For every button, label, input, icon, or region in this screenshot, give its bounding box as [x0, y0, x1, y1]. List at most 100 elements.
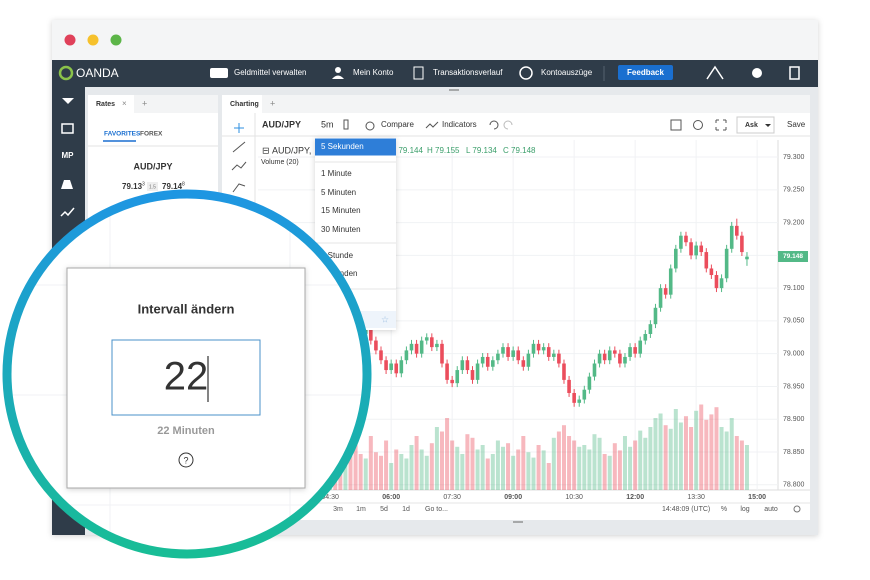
interval[interactable]: 5m — [321, 119, 334, 129]
logo-icon — [58, 65, 74, 81]
feedback-button[interactable] — [618, 65, 673, 80]
ask[interactable]: 79.14 — [162, 182, 183, 191]
x-tick-label: 15:00 — [748, 494, 766, 501]
close-dot[interactable] — [64, 34, 76, 46]
candle-body — [623, 356, 627, 364]
volume-bar — [470, 437, 475, 490]
tool[interactable] — [231, 161, 247, 171]
icon[interactable] — [706, 65, 724, 80]
volume-bar — [658, 413, 663, 490]
volume-bar — [683, 416, 688, 490]
collapse-icon[interactable]: ⊟ — [262, 145, 270, 155]
feedback-label[interactable]: Feedback — [627, 68, 664, 77]
input-value[interactable]: 22 — [164, 355, 209, 399]
bid[interactable]: 79.13 — [122, 182, 143, 191]
scale-button[interactable]: log — [740, 506, 749, 513]
candle-icon[interactable] — [343, 119, 349, 130]
star[interactable]: ☆ — [381, 314, 389, 324]
candle-body — [424, 337, 429, 341]
range-button[interactable]: 1d — [402, 506, 410, 513]
rates-tab[interactable]: FAVORITES — [104, 131, 141, 138]
scale-button[interactable]: % — [721, 506, 727, 513]
menu-item[interactable]: 5 Minuten — [321, 188, 356, 197]
settings[interactable] — [693, 120, 703, 130]
undo[interactable] — [489, 120, 499, 130]
spread: 1.5 — [149, 184, 156, 190]
range-button[interactable]: 5d — [380, 506, 388, 513]
candle-body — [694, 245, 698, 256]
tool[interactable] — [232, 141, 246, 153]
price-type-select[interactable] — [736, 116, 775, 134]
candle-body — [745, 256, 749, 260]
x-tick-label: 07:30 — [443, 494, 461, 501]
tool[interactable] — [234, 123, 244, 133]
candle-body — [684, 235, 688, 243]
nav-item[interactable]: Mein Konto — [353, 68, 394, 77]
save[interactable]: Save — [787, 120, 806, 129]
tab-label[interactable]: Charting — [230, 101, 259, 108]
candle-body — [546, 347, 551, 357]
volume-bar — [445, 418, 450, 490]
candle-body — [445, 363, 449, 380]
sidebar-icon[interactable] — [60, 207, 75, 217]
tab[interactable] — [88, 95, 134, 113]
sidebar-icon[interactable] — [61, 180, 73, 189]
tab[interactable] — [222, 95, 262, 113]
sidebar-icon[interactable] — [61, 123, 74, 134]
volume-bar — [434, 427, 439, 490]
candle-body — [587, 376, 592, 390]
indicators[interactable]: Indicators — [442, 120, 477, 129]
tool[interactable] — [232, 183, 246, 193]
close-icon[interactable]: × — [122, 99, 127, 108]
volume-bar — [663, 425, 668, 490]
nav-item[interactable]: Geldmittel verwalten — [234, 68, 306, 77]
y-tick-label: 78.800 — [783, 482, 805, 489]
menu-item[interactable]: 15 Minuten — [321, 206, 361, 215]
brand[interactable]: OANDA — [76, 66, 119, 80]
volume-bar — [653, 418, 658, 490]
symbol[interactable]: AUD/JPY — [262, 119, 301, 129]
icon[interactable] — [670, 119, 682, 131]
nav-item[interactable]: Transaktionsverlauf — [433, 68, 503, 77]
menu-item[interactable]: 1 Stunde — [321, 251, 354, 260]
volume-label: Volume (20) — [261, 159, 299, 166]
tab-label[interactable]: Rates — [96, 101, 115, 108]
help-icon[interactable] — [178, 452, 194, 468]
range-button[interactable]: 1m — [356, 506, 366, 513]
candle-body — [577, 399, 582, 403]
price-type[interactable]: Ask — [745, 122, 758, 129]
sidebar-icon[interactable] — [62, 98, 74, 104]
icon[interactable] — [752, 68, 762, 78]
pair[interactable]: AUD/JPY — [133, 161, 172, 171]
candle-body — [562, 363, 566, 380]
redo[interactable] — [503, 120, 513, 130]
add-tab[interactable]: + — [270, 98, 275, 108]
candle-body — [628, 347, 632, 357]
candle-body — [679, 235, 683, 249]
goto[interactable]: Go to... — [425, 506, 448, 513]
candle-body — [379, 350, 383, 361]
compare[interactable]: Compare — [381, 120, 414, 129]
range-button[interactable]: 3m — [333, 506, 343, 513]
nav-item[interactable]: Kontoauszüge — [541, 68, 593, 77]
y-tick-label: 79.000 — [783, 351, 805, 358]
fullscreen[interactable] — [715, 119, 727, 131]
menu-item[interactable]: 1 Minute — [321, 169, 352, 178]
scale-button[interactable]: auto — [764, 506, 778, 513]
help-label[interactable]: ? — [183, 455, 188, 465]
candle-body — [668, 268, 673, 295]
zoom-dot[interactable] — [110, 34, 122, 46]
interval-input[interactable] — [111, 339, 261, 416]
icon[interactable] — [789, 66, 800, 80]
menu-item[interactable]: 30 Minuten — [321, 225, 361, 234]
add-tab[interactable]: + — [142, 98, 147, 108]
menu-item[interactable]: 5 Sekunden — [321, 142, 364, 151]
volume-bar — [495, 440, 500, 490]
sidebar-label[interactable]: MP — [62, 151, 75, 160]
candle-body — [689, 242, 693, 256]
minimize-dot[interactable] — [87, 34, 99, 46]
settings[interactable] — [793, 505, 801, 513]
volume-bar — [561, 425, 566, 490]
candle-body — [602, 353, 607, 361]
rates-tab[interactable]: FOREX — [140, 131, 163, 138]
